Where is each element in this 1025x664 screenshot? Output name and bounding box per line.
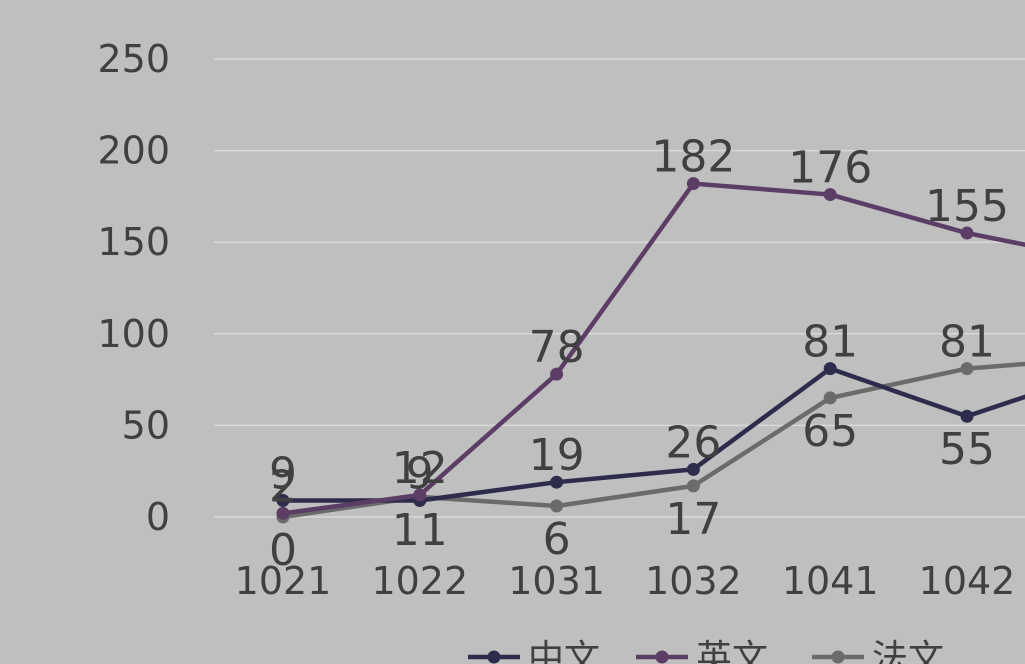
data-point	[276, 506, 290, 520]
data-point	[823, 188, 837, 202]
data-point	[686, 479, 700, 493]
data-label: 9	[406, 449, 434, 500]
data-label: 9	[269, 449, 297, 500]
legend-label: 中文	[528, 638, 600, 664]
x-tick-label: 1021	[235, 559, 332, 603]
y-tick-label: 50	[122, 403, 170, 447]
x-tick-label: 1042	[919, 559, 1016, 603]
data-label: 0	[269, 525, 297, 576]
data-label: 19	[529, 430, 585, 481]
data-label: 11	[392, 505, 448, 556]
data-label: 6	[543, 514, 571, 565]
gridlines	[214, 58, 1025, 518]
y-tick-label: 100	[97, 312, 170, 356]
y-tick-label: 250	[97, 37, 170, 81]
data-point	[960, 362, 974, 376]
y-tick-label: 200	[97, 129, 170, 173]
data-point	[823, 362, 837, 376]
legend-item-英文: 英文	[636, 638, 768, 664]
series-中文	[276, 362, 1025, 508]
data-label: 155	[925, 181, 1009, 232]
data-label: 78	[529, 322, 585, 373]
data-labels: 9919268155802127818217615514001161765818…	[269, 132, 1009, 576]
data-label: 81	[802, 317, 858, 368]
data-point	[823, 391, 837, 405]
legend-item-法文: 法文	[812, 638, 944, 664]
data-point	[686, 462, 700, 476]
data-point	[550, 475, 564, 489]
y-tick-label: 150	[97, 220, 170, 264]
legend-swatch-marker	[655, 650, 669, 664]
legend-swatch-marker	[487, 650, 501, 664]
y-tick-label: 0	[146, 495, 170, 539]
series-lines	[276, 177, 1025, 524]
x-tick-label: 1022	[371, 559, 468, 603]
data-point	[550, 499, 564, 513]
data-label: 26	[665, 417, 721, 468]
data-point	[276, 494, 290, 508]
x-tick-label: 1032	[645, 559, 742, 603]
data-label: 81	[939, 317, 995, 368]
data-point	[960, 226, 974, 240]
data-point	[686, 177, 700, 191]
x-tick-label: 1031	[508, 559, 605, 603]
legend-swatch-marker	[831, 650, 845, 664]
data-label: 182	[651, 132, 735, 183]
y-axis-ticks: 0 50 100 150 200 250	[97, 37, 170, 539]
x-axis-ticks: 1021102210311032104110421051	[235, 559, 1016, 603]
data-label: 17	[665, 494, 721, 545]
data-point	[960, 409, 974, 423]
series-英文	[276, 177, 1025, 520]
x-tick-label: 1041	[782, 559, 879, 603]
data-point	[550, 367, 564, 381]
legend: 中文 英文 法文	[468, 638, 944, 664]
legend-item-中文: 中文	[468, 638, 600, 664]
data-point	[413, 488, 427, 502]
data-label: 65	[802, 406, 858, 457]
data-label: 55	[939, 424, 995, 475]
data-label: 176	[788, 143, 872, 194]
data-label: 12	[392, 443, 448, 494]
legend-label: 英文	[696, 638, 768, 664]
data-label: 2	[269, 461, 297, 512]
legend-label: 法文	[872, 638, 944, 664]
